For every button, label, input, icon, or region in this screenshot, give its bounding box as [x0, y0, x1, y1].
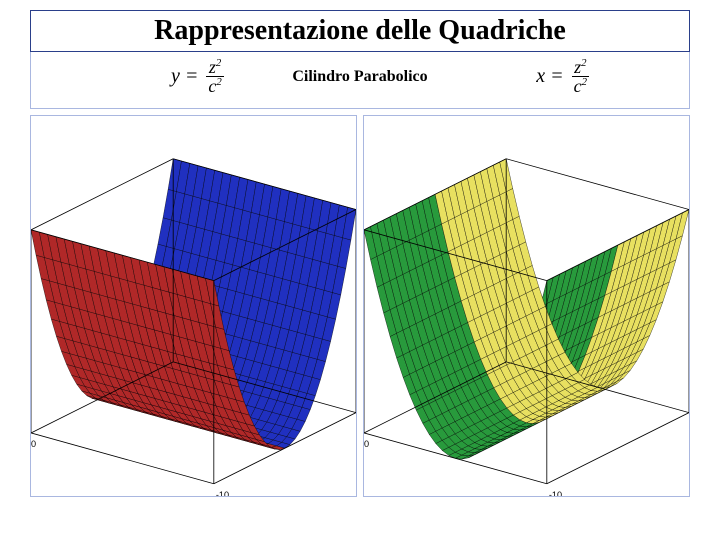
- svg-text:-10: -10: [549, 490, 562, 496]
- fraction: z2 c2: [206, 58, 223, 95]
- fraction: z2 c2: [572, 58, 589, 95]
- svg-text:-10: -10: [216, 490, 229, 496]
- formula-left: y = z2 c2: [171, 58, 224, 95]
- svg-text:-10: -10: [31, 439, 36, 449]
- plots-row: -10-1052 -10-1052: [30, 115, 690, 497]
- formula-lhs: y =: [171, 65, 198, 87]
- subtitle: Cilindro Parabolico: [292, 68, 427, 86]
- svg-text:-10: -10: [364, 439, 369, 449]
- parabolic-cylinder-left: -10-1052: [31, 116, 356, 496]
- parabolic-cylinder-right: -10-1052: [364, 116, 689, 496]
- formula-row: Cilindro Parabolico y = z2 c2 x = z2 c2: [30, 52, 690, 109]
- page-title: Rappresentazione delle Quadriche: [154, 15, 566, 46]
- formula-right: x = z2 c2: [536, 58, 589, 95]
- formula-lhs: x =: [536, 65, 563, 87]
- plot-right-cell: -10-1052: [363, 115, 690, 497]
- plot-left-cell: -10-1052: [30, 115, 357, 497]
- title-box: Rappresentazione delle Quadriche: [30, 10, 690, 52]
